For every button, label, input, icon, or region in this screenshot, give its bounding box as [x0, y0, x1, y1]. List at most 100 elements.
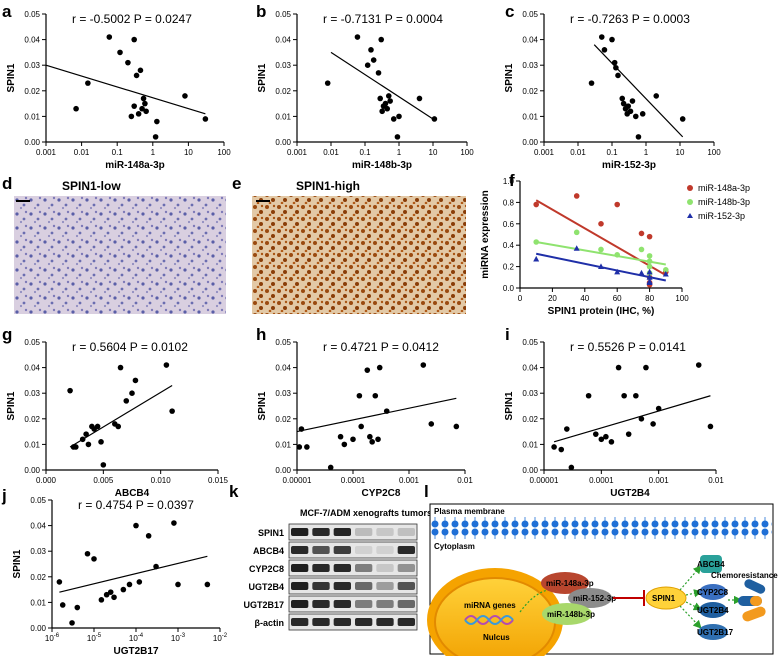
data-point [609, 36, 615, 43]
y-tick-label: 0.00 [30, 624, 46, 633]
data-point [132, 377, 139, 384]
y-tick-label: 0.03 [24, 389, 40, 398]
data-point [106, 34, 113, 40]
data-point [376, 364, 383, 371]
data-point [368, 47, 374, 53]
data-point [375, 436, 381, 443]
data-point [598, 246, 604, 253]
data-point [428, 421, 435, 427]
data-point [111, 594, 117, 601]
dna-helix [464, 615, 514, 625]
blot-band [333, 600, 351, 608]
y-tick-label: 0.0 [503, 284, 515, 293]
data-point [154, 118, 160, 125]
x-tick-label: 10-4 [129, 633, 144, 643]
data-point [573, 245, 580, 251]
blot-band [397, 546, 415, 554]
data-point [592, 431, 599, 437]
correlation-stats: r = 0.5526 P = 0.0141 [570, 340, 686, 354]
data-point [663, 267, 669, 273]
data-point [98, 597, 105, 603]
data-point [633, 392, 639, 399]
y-axis-label: SPIN1 [6, 63, 17, 92]
panel-label-j: j [1, 486, 7, 505]
y-tick-label: 0.00 [522, 466, 538, 475]
x-tick-label: 0.001 [399, 476, 420, 485]
y-axis-label: SPIN1 [257, 63, 268, 92]
y-tick-label: 0.05 [275, 10, 291, 19]
x-tick-label: 80 [645, 294, 654, 303]
x-tick-label: 0.0001 [341, 476, 366, 485]
data-point [611, 59, 618, 66]
x-tick-label: 10 [429, 148, 438, 157]
data-point [91, 556, 97, 562]
data-point [679, 116, 686, 122]
data-point [364, 62, 371, 68]
data-point [601, 47, 608, 53]
x-tick-label: 100 [675, 294, 689, 303]
y-tick-label: 1.0 [503, 177, 515, 186]
arrow-ugt2b17 [679, 605, 702, 629]
data-point [85, 80, 91, 86]
panel-label-l: l [424, 482, 429, 501]
data-point [131, 36, 137, 43]
data-point [84, 550, 91, 557]
regression-line [45, 64, 206, 115]
mir152-label: miR-152-3p [573, 594, 616, 603]
blot-title: MCF-7/ADM xenografts tumors [300, 508, 432, 518]
data-point [621, 392, 627, 399]
x-tick-label: 100 [460, 148, 474, 157]
scatter-f: f 0.0 0.2 0.4 0.6 0.8 1.0 0 20 40 60 80 100 SPIN1 pro… [480, 171, 750, 317]
data-point [387, 98, 393, 104]
data-point [646, 268, 653, 275]
data-point [128, 113, 135, 120]
data-point [638, 416, 645, 422]
blot-band [376, 564, 394, 572]
blot-band [333, 582, 351, 590]
panel-label-h: h [256, 325, 266, 344]
data-point [73, 444, 79, 450]
data-point [655, 405, 662, 412]
correlation-stats: r = -0.7131 P = 0.0004 [323, 12, 443, 26]
data-point [152, 134, 159, 140]
x-tick-label: 0.001 [287, 148, 308, 157]
data-point [327, 464, 334, 471]
data-point [341, 441, 348, 448]
x-tick-label: 60 [613, 294, 622, 303]
x-axis-label: SPIN1 protein (IHC, %) [548, 306, 655, 317]
ugt2b17-protein [698, 624, 728, 640]
blot-band [376, 582, 394, 590]
data-point [354, 34, 361, 40]
spin1-label: SPIN1 [652, 594, 676, 603]
data-point [98, 439, 104, 445]
data-point [153, 563, 159, 570]
data-point [390, 116, 397, 122]
regression-line [69, 385, 173, 448]
blot-band [355, 600, 373, 608]
data-point [695, 362, 702, 368]
y-tick-label: 0.02 [522, 87, 538, 96]
y-tick-label: 0.03 [30, 547, 46, 556]
data-point [558, 446, 565, 453]
data-point [598, 436, 605, 443]
data-point [100, 462, 107, 468]
correlation-stats: r = 0.5604 P = 0.0102 [72, 340, 188, 354]
fit-line [536, 241, 666, 266]
data-point [707, 423, 714, 430]
data-point [646, 258, 653, 265]
western-blot: k MCF-7/ADM xenografts tumors SPIN1 ABCB4… [229, 482, 432, 631]
data-point [632, 113, 639, 120]
y-tick-label: 0.01 [24, 440, 40, 449]
x-tick-label: 1 [397, 148, 402, 157]
x-tick-label: 100 [707, 148, 721, 157]
data-point [533, 239, 539, 245]
data-point [396, 113, 402, 120]
blot-band [397, 564, 415, 572]
data-point [615, 72, 621, 79]
data-point [356, 392, 363, 399]
data-point [131, 103, 137, 109]
data-point [653, 93, 660, 99]
plasma-membrane [431, 517, 772, 539]
data-point [123, 398, 130, 404]
blot-band [355, 546, 373, 554]
